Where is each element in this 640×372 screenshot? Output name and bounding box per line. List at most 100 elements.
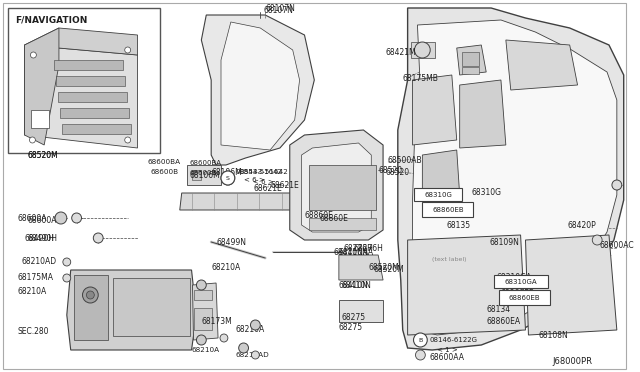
Bar bbox=[411, 42, 435, 58]
Text: 68210A: 68210A bbox=[236, 326, 265, 334]
Bar bbox=[195, 290, 212, 300]
Text: 68106M: 68106M bbox=[189, 170, 220, 180]
Text: 68600AC: 68600AC bbox=[599, 241, 634, 250]
Text: 68276H: 68276H bbox=[344, 244, 374, 253]
Text: 68420P: 68420P bbox=[568, 221, 596, 230]
Text: 68275: 68275 bbox=[339, 324, 363, 333]
Text: 68175MB: 68175MB bbox=[403, 74, 438, 83]
Text: 68410N: 68410N bbox=[342, 280, 372, 289]
Circle shape bbox=[55, 212, 67, 224]
Text: 68276H: 68276H bbox=[354, 244, 383, 253]
Polygon shape bbox=[413, 75, 457, 145]
Text: 68621E: 68621E bbox=[253, 183, 282, 192]
Text: 68600B: 68600B bbox=[150, 169, 179, 175]
Polygon shape bbox=[457, 45, 486, 75]
Circle shape bbox=[250, 320, 260, 330]
Circle shape bbox=[221, 171, 235, 185]
Bar bbox=[31, 110, 49, 128]
Text: 68109N: 68109N bbox=[489, 237, 519, 247]
Circle shape bbox=[415, 350, 426, 360]
Text: 68860EB: 68860EB bbox=[432, 206, 464, 212]
Polygon shape bbox=[301, 143, 371, 232]
Text: S: S bbox=[226, 176, 230, 180]
Text: < 1 >: < 1 > bbox=[437, 347, 458, 353]
Text: SEC.280: SEC.280 bbox=[18, 327, 49, 337]
Polygon shape bbox=[193, 283, 218, 340]
Bar bbox=[8, 8, 160, 153]
Text: 68520M: 68520M bbox=[28, 151, 58, 160]
Bar bbox=[422, 202, 474, 217]
Circle shape bbox=[63, 274, 71, 282]
Polygon shape bbox=[24, 45, 138, 148]
Bar bbox=[56, 76, 125, 86]
Text: 68600B: 68600B bbox=[189, 170, 217, 176]
Text: 68600BA: 68600BA bbox=[147, 159, 180, 165]
Text: 68210A: 68210A bbox=[211, 263, 241, 273]
Circle shape bbox=[63, 258, 71, 266]
Text: 68421M: 68421M bbox=[385, 48, 415, 57]
Text: 08146-6122G: 08146-6122G bbox=[429, 337, 477, 343]
Text: 68106M: 68106M bbox=[211, 167, 242, 176]
Polygon shape bbox=[525, 235, 617, 335]
Text: 68410N: 68410N bbox=[339, 280, 369, 289]
Circle shape bbox=[592, 235, 602, 245]
Text: 68600A: 68600A bbox=[28, 215, 57, 224]
Bar bbox=[461, 67, 479, 74]
Text: 68520: 68520 bbox=[385, 167, 409, 176]
Bar bbox=[309, 218, 376, 230]
Text: 68107N: 68107N bbox=[263, 6, 293, 15]
Text: 08543-51642: 08543-51642 bbox=[239, 169, 289, 175]
Circle shape bbox=[125, 137, 131, 143]
Text: 68860E: 68860E bbox=[319, 214, 348, 222]
Polygon shape bbox=[408, 235, 525, 335]
Circle shape bbox=[413, 333, 428, 347]
Circle shape bbox=[612, 180, 621, 190]
Text: S: S bbox=[226, 176, 230, 180]
Bar bbox=[415, 188, 461, 201]
Circle shape bbox=[93, 233, 103, 243]
Bar bbox=[74, 275, 108, 340]
Text: 68275: 68275 bbox=[342, 314, 366, 323]
Text: 68520M: 68520M bbox=[369, 263, 399, 273]
Circle shape bbox=[29, 137, 35, 143]
Text: 68210AD: 68210AD bbox=[236, 352, 269, 358]
Text: 68210A: 68210A bbox=[18, 288, 47, 296]
Polygon shape bbox=[422, 150, 460, 200]
Circle shape bbox=[415, 42, 430, 58]
Text: 08543-51642: 08543-51642 bbox=[236, 169, 283, 175]
Text: 68310G: 68310G bbox=[424, 192, 452, 198]
Bar bbox=[62, 124, 131, 134]
Polygon shape bbox=[290, 130, 383, 240]
Text: 68210A: 68210A bbox=[191, 347, 220, 353]
Bar bbox=[461, 52, 479, 66]
Text: < 6 >: < 6 > bbox=[253, 179, 274, 185]
Circle shape bbox=[252, 351, 259, 359]
Circle shape bbox=[196, 335, 206, 345]
Bar bbox=[58, 92, 127, 102]
Polygon shape bbox=[506, 40, 577, 90]
Polygon shape bbox=[398, 8, 624, 350]
Polygon shape bbox=[24, 28, 59, 145]
Polygon shape bbox=[24, 28, 138, 55]
Polygon shape bbox=[460, 80, 506, 148]
Text: 68520M: 68520M bbox=[373, 266, 404, 275]
Text: 68107N: 68107N bbox=[265, 3, 295, 13]
Text: 68310GA: 68310GA bbox=[496, 273, 531, 282]
Text: 68108N: 68108N bbox=[538, 330, 568, 340]
Text: 68310G: 68310G bbox=[472, 187, 502, 196]
Bar bbox=[191, 170, 202, 180]
Circle shape bbox=[83, 287, 98, 303]
Text: 68490H: 68490H bbox=[24, 234, 54, 243]
Text: 68499N: 68499N bbox=[216, 237, 246, 247]
Text: 68600AA: 68600AA bbox=[429, 353, 464, 362]
Text: 68410NA: 68410NA bbox=[339, 247, 374, 257]
Polygon shape bbox=[67, 270, 196, 350]
Bar bbox=[499, 290, 550, 305]
Text: J68000PR: J68000PR bbox=[552, 357, 592, 366]
Text: 68175MA: 68175MA bbox=[18, 273, 54, 282]
Text: F/NAVIGATION: F/NAVIGATION bbox=[15, 16, 87, 25]
Circle shape bbox=[196, 280, 206, 290]
Bar bbox=[54, 60, 123, 70]
Text: < 6 >: < 6 > bbox=[244, 177, 264, 183]
Circle shape bbox=[239, 343, 248, 353]
